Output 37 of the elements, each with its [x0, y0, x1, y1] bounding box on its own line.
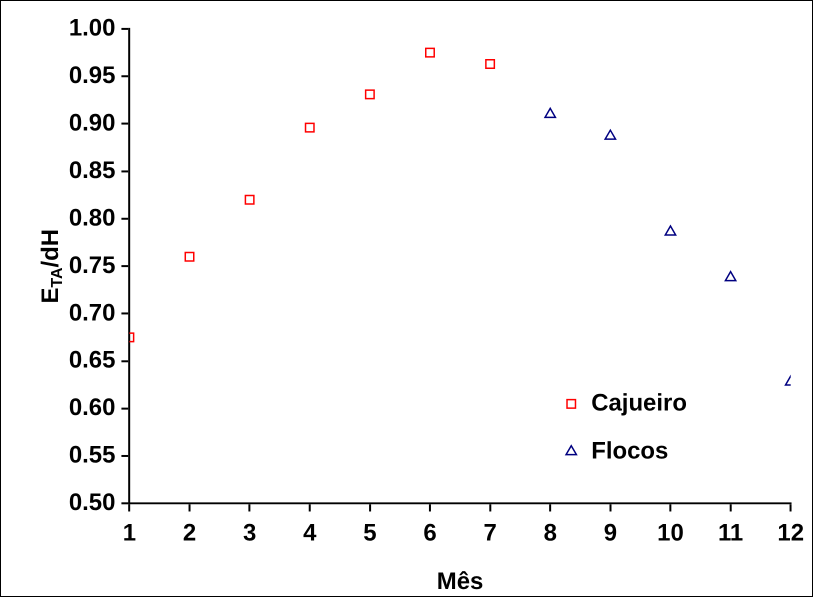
x-tick-label: 9 [604, 519, 618, 546]
point [304, 122, 315, 133]
x-tick-label: 2 [182, 519, 196, 546]
y-tick-label: 0.90 [68, 109, 116, 136]
point [604, 129, 616, 140]
y-tick-label: 0.85 [68, 156, 116, 184]
y-tick-label: 0.75 [68, 252, 116, 279]
y-tick-label: 0.70 [68, 299, 116, 326]
y-tick-label: 1.00 [68, 14, 116, 42]
x-tick-label: 6 [423, 519, 437, 546]
x-tick-label: 3 [242, 519, 256, 546]
point [664, 225, 676, 236]
x-axis-title: Mês [436, 568, 484, 596]
x-tick-label: 7 [483, 519, 497, 546]
x-tick-label: 4 [303, 519, 318, 546]
y-axis-title: ETA/dH [36, 228, 66, 304]
point [244, 194, 255, 205]
point [184, 252, 194, 262]
x-tick-label: 10 [657, 519, 684, 546]
x-tick-label: 11 [718, 519, 744, 546]
point [425, 48, 435, 58]
y-tick-label: 0.65 [68, 346, 116, 374]
point [724, 270, 737, 282]
y-tick-label: 0.55 [68, 442, 116, 469]
x-tick-label: 12 [777, 519, 804, 546]
y-tick-label: 0.95 [68, 62, 116, 89]
y-tick-label: 0.80 [68, 204, 116, 232]
x-tick-label: 1 [122, 519, 136, 546]
point [544, 108, 556, 118]
point [485, 59, 496, 70]
legend-label: Flocos [591, 437, 668, 464]
y-tick-label: 0.50 [68, 489, 116, 516]
x-tick-label: 8 [544, 519, 557, 546]
y-tick-label: 0.60 [68, 394, 116, 422]
x-tick-label: 5 [363, 519, 377, 546]
legend-label: Cajueiro [591, 389, 687, 416]
point [364, 89, 375, 100]
